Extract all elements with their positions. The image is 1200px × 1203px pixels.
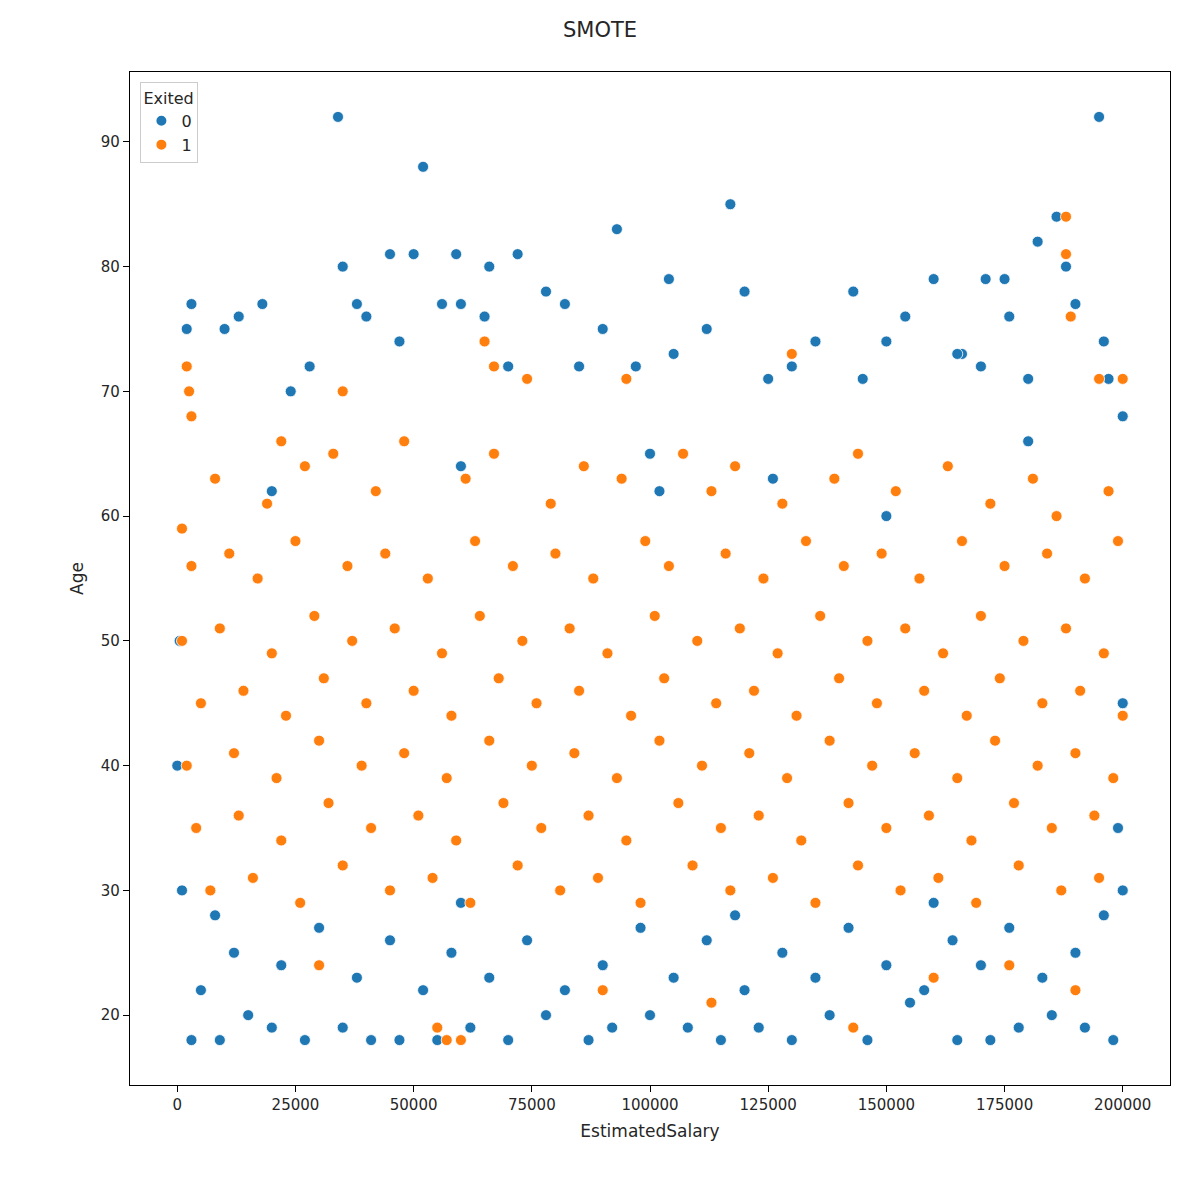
svg-text:30: 30 <box>101 882 120 900</box>
svg-text:100000: 100000 <box>621 1096 678 1114</box>
svg-text:1: 1 <box>181 136 191 155</box>
svg-text:80: 80 <box>101 258 120 276</box>
svg-text:Exited: Exited <box>143 89 193 108</box>
svg-text:40: 40 <box>101 757 120 775</box>
svg-text:50: 50 <box>101 632 120 650</box>
svg-text:SMOTE: SMOTE <box>563 18 637 42</box>
svg-text:50000: 50000 <box>390 1096 438 1114</box>
svg-text:60: 60 <box>101 507 120 525</box>
svg-text:70: 70 <box>101 383 120 401</box>
svg-text:175000: 175000 <box>976 1096 1033 1114</box>
svg-text:200000: 200000 <box>1094 1096 1151 1114</box>
svg-text:0: 0 <box>172 1096 182 1114</box>
svg-text:125000: 125000 <box>740 1096 797 1114</box>
svg-text:25000: 25000 <box>272 1096 320 1114</box>
svg-text:150000: 150000 <box>858 1096 915 1114</box>
svg-text:Age: Age <box>67 562 87 595</box>
svg-text:75000: 75000 <box>508 1096 556 1114</box>
svg-text:0: 0 <box>181 112 191 131</box>
svg-text:EstimatedSalary: EstimatedSalary <box>580 1121 719 1141</box>
svg-text:20: 20 <box>101 1006 120 1024</box>
svg-text:90: 90 <box>101 133 120 151</box>
